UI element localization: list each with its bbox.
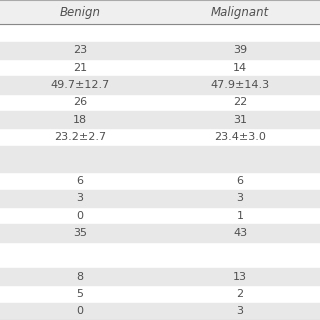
Text: 39: 39 <box>233 45 247 55</box>
Text: 6: 6 <box>236 176 244 186</box>
Text: 6: 6 <box>76 176 84 186</box>
Text: 47.9±14.3: 47.9±14.3 <box>211 80 269 90</box>
Text: 14: 14 <box>233 63 247 73</box>
Text: 1: 1 <box>236 211 244 220</box>
Text: 22: 22 <box>233 97 247 108</box>
Text: 3: 3 <box>76 193 84 203</box>
Text: 49.7±12.7: 49.7±12.7 <box>50 80 110 90</box>
Text: Malignant: Malignant <box>211 6 269 19</box>
Text: 0: 0 <box>76 306 84 316</box>
Text: 23: 23 <box>73 45 87 55</box>
Text: 23.2±2.7: 23.2±2.7 <box>54 132 106 142</box>
Text: 21: 21 <box>73 63 87 73</box>
Text: 3: 3 <box>236 306 244 316</box>
Text: 2: 2 <box>236 289 244 299</box>
Text: 18: 18 <box>73 115 87 125</box>
Text: 26: 26 <box>73 97 87 108</box>
Text: 23.4±3.0: 23.4±3.0 <box>214 132 266 142</box>
Text: 31: 31 <box>233 115 247 125</box>
Text: 5: 5 <box>76 289 84 299</box>
Text: 8: 8 <box>76 272 84 282</box>
Text: Benign: Benign <box>60 6 100 19</box>
Text: 13: 13 <box>233 272 247 282</box>
Text: 43: 43 <box>233 228 247 238</box>
Text: 0: 0 <box>76 211 84 220</box>
Text: 3: 3 <box>236 193 244 203</box>
Text: 35: 35 <box>73 228 87 238</box>
